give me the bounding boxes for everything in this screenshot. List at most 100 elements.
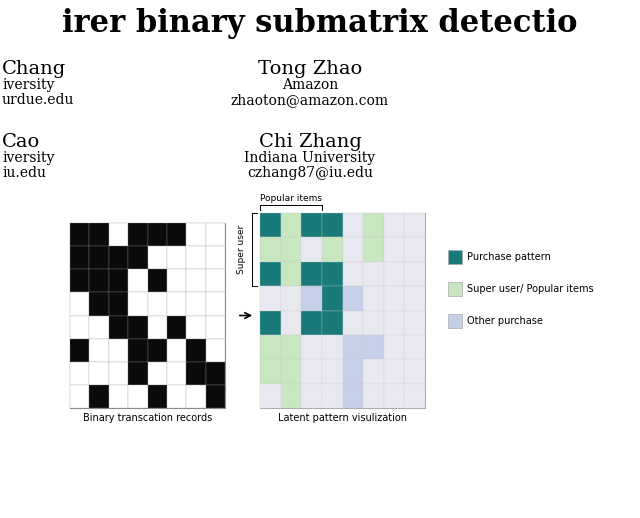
Bar	[128, 292, 147, 315]
Bar	[301, 237, 322, 262]
Bar	[342, 310, 363, 335]
Bar	[322, 335, 342, 359]
Bar	[448, 282, 462, 296]
Bar	[70, 385, 90, 408]
Bar	[70, 362, 90, 385]
Bar	[363, 262, 384, 286]
Bar	[109, 315, 128, 339]
Bar	[404, 262, 425, 286]
Bar	[205, 292, 225, 315]
Bar	[90, 223, 109, 246]
Bar	[384, 335, 404, 359]
Bar	[186, 362, 205, 385]
Bar	[322, 262, 342, 286]
Bar	[109, 223, 128, 246]
Bar	[70, 339, 90, 362]
Bar	[260, 213, 425, 408]
Text: Indiana University: Indiana University	[244, 151, 376, 165]
Bar	[280, 213, 301, 237]
Bar	[90, 315, 109, 339]
Bar	[404, 286, 425, 310]
Bar	[384, 359, 404, 384]
Bar	[404, 310, 425, 335]
Bar	[205, 339, 225, 362]
Bar	[384, 286, 404, 310]
Bar	[260, 213, 280, 237]
Text: Chang: Chang	[2, 60, 67, 78]
Bar	[260, 310, 280, 335]
Bar	[109, 292, 128, 315]
Bar	[147, 223, 167, 246]
Bar	[260, 286, 280, 310]
Bar	[342, 237, 363, 262]
Text: czhang87@iu.edu: czhang87@iu.edu	[247, 166, 373, 180]
Bar	[70, 223, 90, 246]
Bar	[280, 237, 301, 262]
Bar	[384, 213, 404, 237]
Text: Cao: Cao	[2, 133, 40, 151]
Bar	[167, 292, 186, 315]
Text: zhaoton@amazon.com: zhaoton@amazon.com	[231, 93, 389, 107]
Bar	[167, 339, 186, 362]
Bar	[167, 223, 186, 246]
Bar	[301, 384, 322, 408]
Bar	[301, 262, 322, 286]
Bar	[322, 310, 342, 335]
Bar	[90, 362, 109, 385]
Bar	[363, 359, 384, 384]
Bar	[301, 213, 322, 237]
Bar	[322, 359, 342, 384]
Bar	[70, 223, 225, 408]
Bar	[147, 269, 167, 292]
Bar	[90, 385, 109, 408]
Bar	[205, 362, 225, 385]
Text: iversity: iversity	[2, 151, 54, 165]
Bar	[342, 335, 363, 359]
Bar	[186, 269, 205, 292]
Text: Tong Zhao: Tong Zhao	[258, 60, 362, 78]
Bar	[70, 292, 90, 315]
Bar	[70, 246, 90, 269]
Text: irer binary submatrix detectio: irer binary submatrix detectio	[62, 8, 578, 39]
Text: urdue.edu: urdue.edu	[2, 93, 74, 107]
Bar	[363, 286, 384, 310]
Bar	[342, 384, 363, 408]
Bar	[404, 359, 425, 384]
Bar	[363, 237, 384, 262]
Bar	[109, 385, 128, 408]
Bar	[363, 384, 384, 408]
Text: Other purchase: Other purchase	[467, 316, 543, 326]
Bar	[404, 237, 425, 262]
Bar	[384, 237, 404, 262]
Bar	[205, 385, 225, 408]
Bar	[322, 384, 342, 408]
Bar	[301, 286, 322, 310]
Bar	[109, 362, 128, 385]
Bar	[186, 246, 205, 269]
Bar	[147, 315, 167, 339]
Bar	[109, 339, 128, 362]
Bar	[128, 362, 147, 385]
Bar	[167, 362, 186, 385]
Bar	[342, 262, 363, 286]
Bar	[186, 315, 205, 339]
Bar	[448, 250, 462, 264]
Bar	[167, 315, 186, 339]
Bar	[90, 292, 109, 315]
Bar	[384, 262, 404, 286]
Bar	[186, 385, 205, 408]
Bar	[280, 262, 301, 286]
Bar	[90, 269, 109, 292]
Bar	[205, 315, 225, 339]
Bar	[147, 292, 167, 315]
Bar	[404, 384, 425, 408]
Bar	[70, 315, 90, 339]
Bar	[448, 314, 462, 328]
Bar	[167, 269, 186, 292]
Bar	[109, 269, 128, 292]
Text: Chi Zhang: Chi Zhang	[259, 133, 362, 151]
Bar	[301, 359, 322, 384]
Bar	[301, 335, 322, 359]
Bar	[128, 385, 147, 408]
Bar	[404, 335, 425, 359]
